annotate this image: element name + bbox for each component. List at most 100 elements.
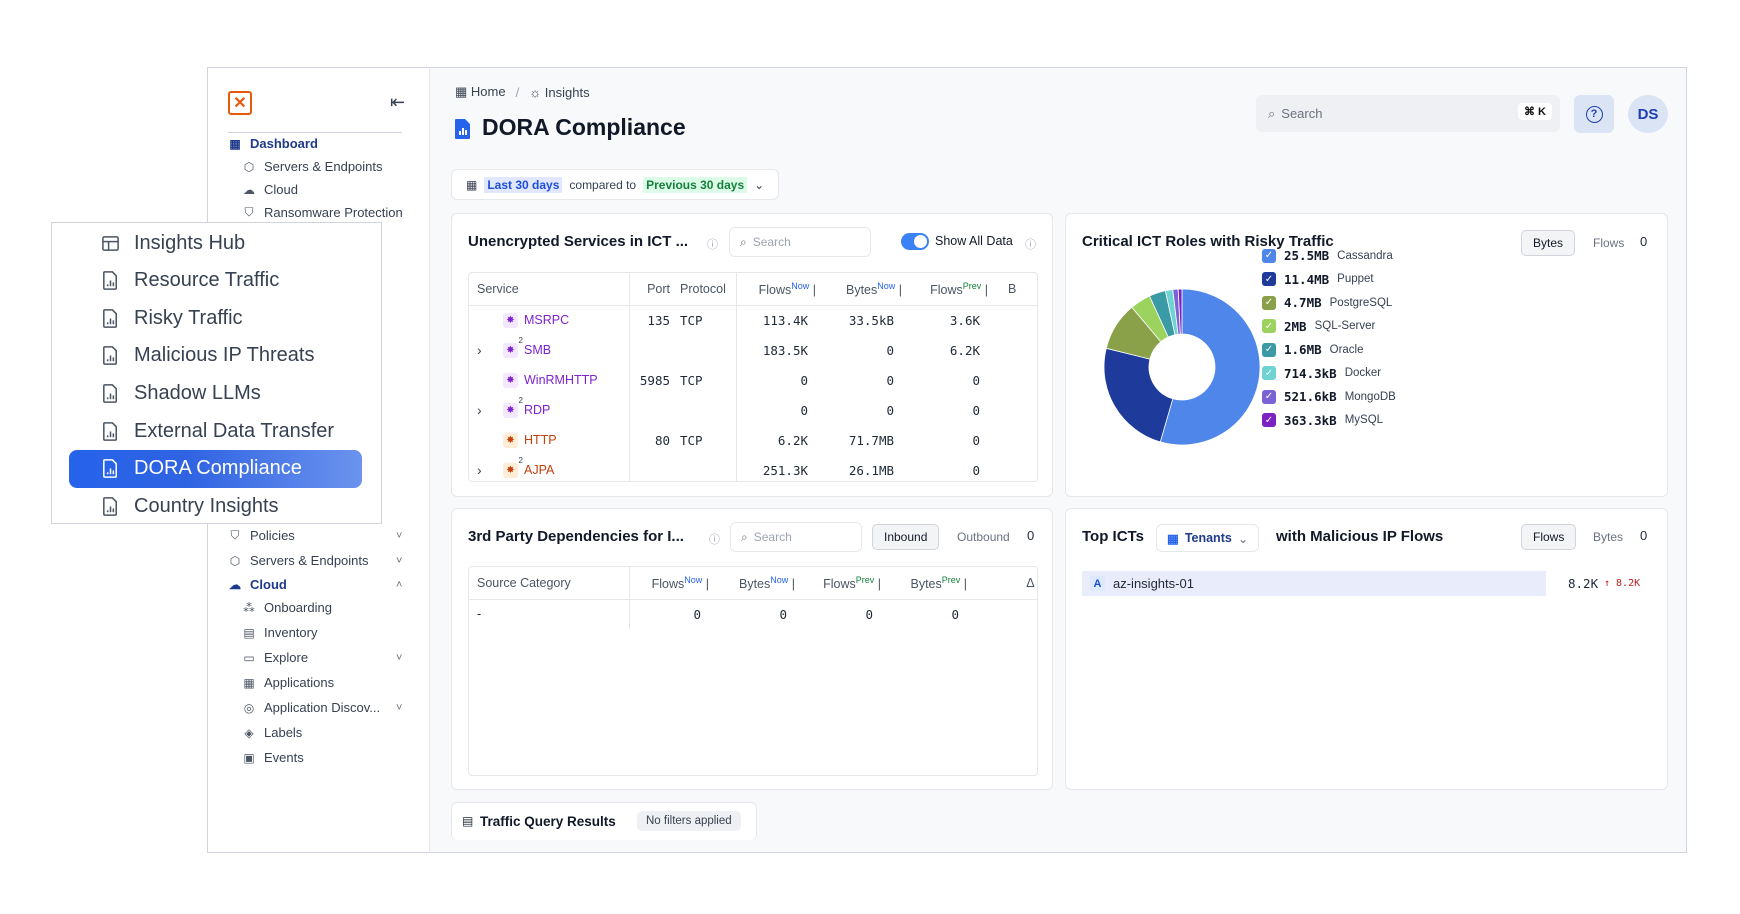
expand-chevron-icon[interactable]: › [477,342,482,358]
checkbox-icon[interactable]: ✓ [1262,248,1276,263]
col-bytes-prev[interactable]: BytesPrev | [887,567,973,600]
breadcrumb-insights[interactable]: ☼ Insights [529,84,590,100]
legend-item[interactable]: ✓ 521.6kB MongoDB [1262,389,1396,404]
bytes-button[interactable]: Bytes [1521,230,1576,256]
col-port[interactable]: Port [629,273,674,306]
show-all-data-toggle[interactable] [901,233,929,250]
menu-item-shadow-llms[interactable]: Shadow LLMs [69,374,362,412]
checkbox-icon[interactable]: ✓ [1262,413,1276,427]
col-bytes-prev[interactable]: B [994,273,1037,306]
expand-chevron-icon[interactable]: › [477,462,482,478]
chevron-down-icon[interactable]: ˅ [396,530,403,542]
sidebar-item-cloud[interactable]: ☁ Cloud [243,182,298,197]
sidebar-item-application-discovery[interactable]: ◎ Application Discov... [243,700,381,715]
collapse-sidebar-icon[interactable]: ⇤ [390,92,406,112]
table-row[interactable]: - 0 0 0 0 [469,599,1037,629]
sidebar-item-servers-endpoints[interactable]: ⬡ Servers & Endpoints [243,159,383,174]
checkbox-icon[interactable]: ✓ [1262,272,1276,286]
traffic-query-results-panel[interactable]: ▤ Traffic Query Results No filters appli… [451,802,757,840]
service-name[interactable]: SMB [524,343,552,357]
service-name[interactable]: WinRMHTTP [524,373,598,387]
tenants-dropdown[interactable]: ▦ Tenants ⌄ [1156,524,1260,552]
service-name[interactable]: AJPA [524,463,555,477]
col-delta[interactable]: Δ F [973,567,1037,600]
sidebar-item-ransomware-protection[interactable]: ⛉ Ransomware Protection [242,205,402,220]
outbound-button[interactable]: Outbound [957,530,1010,544]
legend-item[interactable]: ✓ 4.7MB PostgreSQL [1262,295,1392,310]
breadcrumb-home[interactable]: ▦ Home [455,84,506,99]
table-row[interactable]: › ✸ 2 AJPA 251.3K 26.1MB 0 [469,455,1037,481]
list-item[interactable]: A az-insights-01 [1082,571,1546,596]
menu-item-country-insights[interactable]: Country Insights [69,487,362,525]
sidebar-item-onboarding[interactable]: ⁂ Onboarding [243,600,332,615]
col-service[interactable]: Service [469,273,630,306]
donut-slice-mysql[interactable] [1177,288,1183,335]
info-icon[interactable]: ⓘ [707,239,718,251]
sidebar-item-policies[interactable]: ⛉ Policies [228,528,294,543]
dependencies-search-input[interactable]: ⌕ Search [730,522,862,552]
sidebar-item-events[interactable]: ▣ Events [243,750,304,765]
service-name[interactable]: HTTP [524,433,557,447]
table-row[interactable]: ✸ WinRMHTTP 5985 TCP 0 0 0 [469,365,1037,395]
checkbox-icon[interactable]: ✓ [1262,342,1276,357]
col-bytes-now[interactable]: BytesNow | [715,567,801,600]
menu-item-insights-hub[interactable]: Insights Hub [69,224,362,262]
checkbox-icon[interactable]: ✓ [1262,319,1276,333]
legend-item[interactable]: ✓ 25.5MB Cassandra [1262,248,1393,263]
checkbox-icon[interactable]: ✓ [1262,295,1276,310]
legend-item[interactable]: ✓ 2MB SQL-Server [1262,319,1375,334]
table-row[interactable]: › ✸ 2 SMB 183.5K 0 6.2K [469,335,1037,365]
checkbox-icon[interactable]: ✓ [1262,389,1276,404]
legend-item[interactable]: ✓ 714.3kB Docker [1262,366,1381,381]
services-search-input[interactable]: ⌕ Search [729,227,871,257]
expand-chevron-icon[interactable]: › [477,402,482,418]
menu-item-resource-traffic[interactable]: Resource Traffic [69,262,362,300]
info-icon[interactable]: ⓘ [709,534,720,546]
col-bytes-now[interactable]: BytesNow | [822,273,908,306]
sidebar-item-labels[interactable]: ◈ Labels [242,725,302,740]
sidebar-item-dashboard[interactable]: ▦ Dashboard [229,136,318,151]
logo-icon[interactable]: ✕ [228,91,252,115]
avatar[interactable]: DS [1628,95,1668,133]
checkbox-icon[interactable]: ✓ [1262,366,1276,380]
flows-button[interactable]: Flows [1521,524,1577,550]
menu-item-risky-traffic[interactable]: Risky Traffic [69,299,362,337]
table-row[interactable]: › ✸ 2 RDP 0 0 0 [469,395,1037,425]
service-name[interactable]: RDP [524,403,551,417]
col-flows-prev[interactable]: FlowsPrev | [801,567,887,600]
sidebar-item-cloud-2[interactable]: ☁ Cloud [229,577,287,592]
sidebar-item-inventory[interactable]: ▤ Inventory [243,625,318,640]
ict-delta: ↑ 8.2K [1604,578,1641,589]
sidebar-item-explore[interactable]: ▭ Explore [243,650,309,665]
chevron-up-icon[interactable]: ˄ [396,579,403,591]
legend-item[interactable]: ✓ 1.6MB Oracle [1262,342,1364,357]
col-protocol[interactable]: Protocol [674,273,737,306]
sidebar-item-applications[interactable]: ▦ Applications [243,675,335,690]
table-row[interactable]: ✸ HTTP 80 TCP 6.2K 71.7MB 0 [469,425,1037,455]
global-search-input[interactable]: ⌕ Search ⌘ K [1256,95,1560,132]
donut-slice-puppet[interactable] [1103,347,1174,443]
legend-item[interactable]: ✓ 363.3kB MySQL [1262,413,1383,428]
inbound-button[interactable]: Inbound [872,524,940,550]
chevron-down-icon[interactable]: ˅ [396,702,403,714]
flows-button[interactable]: Flows [1593,236,1625,250]
chevron-down-icon[interactable]: ˅ [396,652,403,664]
chevron-down-icon[interactable]: ˅ [396,555,403,567]
menu-item-dora-compliance[interactable]: DORA Compliance [69,449,362,488]
date-range-picker[interactable]: ▦ Last 30 days compared to Previous 30 d… [451,169,780,200]
info-icon[interactable]: ⓘ [1025,239,1036,251]
donut-slice-cassandra[interactable] [1159,288,1261,446]
table-row[interactable]: ✸ MSRPC 135 TCP 113.4K 33.5kB 3.6K [469,305,1037,335]
service-name[interactable]: MSRPC [524,313,570,328]
menu-item-external-data-transfer[interactable]: External Data Transfer [69,412,362,450]
shield-icon: ⛉ [230,528,240,542]
help-button[interactable]: ? [1574,95,1614,133]
col-flows-now[interactable]: FlowsNow | [629,567,715,600]
col-flows-now[interactable]: FlowsNow | [736,273,822,306]
sidebar-item-servers-endpoints-2[interactable]: ⬡ Servers & Endpoints [229,553,369,568]
legend-item[interactable]: ✓ 11.4MB Puppet [1262,272,1374,287]
menu-item-malicious-ip-threats[interactable]: Malicious IP Threats [69,337,362,375]
bytes-button[interactable]: Bytes [1593,530,1624,544]
col-flows-prev[interactable]: FlowsPrev | [908,273,994,306]
col-source-category[interactable]: Source Category [469,567,630,600]
